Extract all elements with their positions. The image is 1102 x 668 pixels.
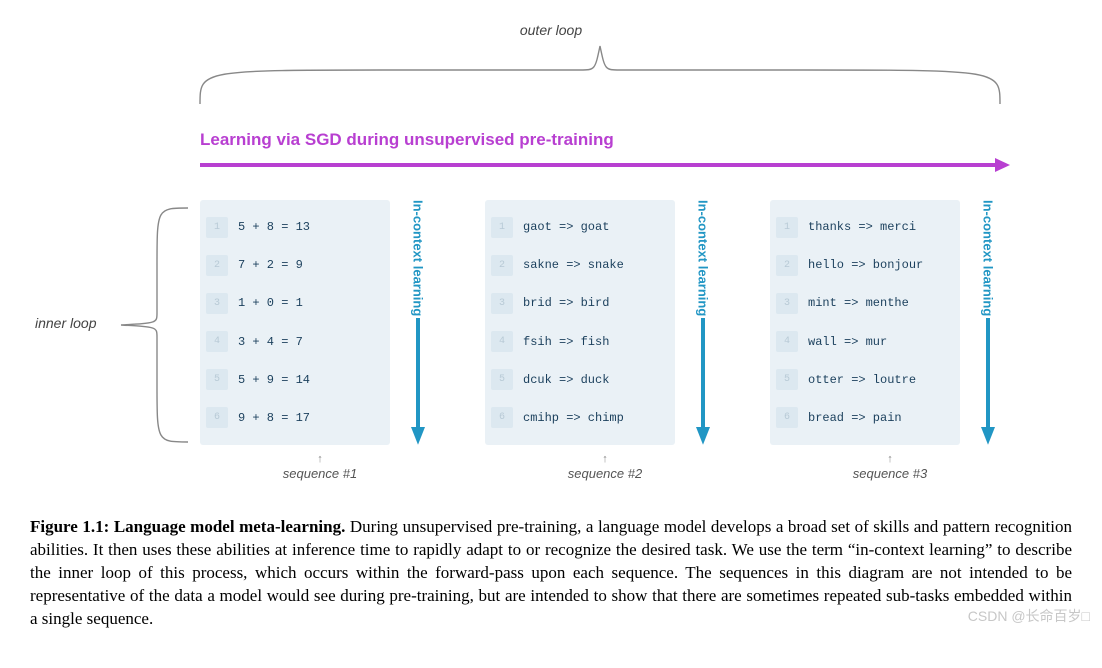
sequence-footer-label: sequence #3 <box>853 466 927 481</box>
line-number: 2 <box>776 255 798 276</box>
line-number: 6 <box>491 407 513 428</box>
line-number: 1 <box>491 217 513 238</box>
sequence-line: 1 thanks => merci <box>770 217 960 238</box>
line-text: cmihp => chimp <box>523 411 624 425</box>
line-text: fsih => fish <box>523 335 609 349</box>
in-context-arrow <box>409 318 427 445</box>
sequence-line: 5 5 + 9 = 14 <box>200 369 390 390</box>
line-text: otter => loutre <box>808 373 916 387</box>
line-text: 7 + 2 = 9 <box>238 258 303 272</box>
line-text: thanks => merci <box>808 220 916 234</box>
line-number: 1 <box>206 217 228 238</box>
sequence-block: 1 gaot => goat 2 sakne => snake 3 brid => bir… <box>485 200 725 481</box>
line-text: mint => menthe <box>808 296 909 310</box>
sequence-line: 3 1 + 0 = 1 <box>200 293 390 314</box>
in-context-label: In-context learning <box>411 200 426 316</box>
sequence-card: 1 thanks => merci 2 hello => bonjour 3 mint =… <box>770 200 960 445</box>
line-text: 5 + 9 = 14 <box>238 373 310 387</box>
sequence-footer-label: sequence #2 <box>568 466 642 481</box>
in-context-arrow-group: In-context learning <box>966 200 1010 445</box>
line-text: gaot => goat <box>523 220 609 234</box>
sequence-line: 6 bread => pain <box>770 407 960 428</box>
sequence-line: 2 7 + 2 = 9 <box>200 255 390 276</box>
sequence-block: 1 5 + 8 = 13 2 7 + 2 = 9 3 1 + 0 = 1 4 3 + 4 = … <box>200 200 440 481</box>
figure-caption: Figure 1.1: Language model meta-learning… <box>30 516 1072 631</box>
outer-loop-label: outer loop <box>520 22 582 38</box>
line-number: 5 <box>206 369 228 390</box>
figure-caption-label: Figure 1.1: Language model meta-learning… <box>30 517 345 536</box>
line-number: 4 <box>206 331 228 352</box>
line-number: 5 <box>776 369 798 390</box>
sequence-line: 1 5 + 8 = 13 <box>200 217 390 238</box>
sequence-card: 1 gaot => goat 2 sakne => snake 3 brid => bir… <box>485 200 675 445</box>
sequence-line: 4 wall => mur <box>770 331 960 352</box>
line-number: 3 <box>776 293 798 314</box>
up-arrow-icon: ↑ <box>200 453 440 465</box>
up-arrow-icon: ↑ <box>770 453 1010 465</box>
up-arrow-icon: ↑ <box>485 453 725 465</box>
sequence-line: 5 dcuk => duck <box>485 369 675 390</box>
line-number: 4 <box>491 331 513 352</box>
sgd-arrow-label: Learning via SGD during unsupervised pre… <box>200 130 1010 150</box>
sequence-line: 6 9 + 8 = 17 <box>200 407 390 428</box>
sequence-footer-label: sequence #1 <box>283 466 357 481</box>
line-text: 3 + 4 = 7 <box>238 335 303 349</box>
sgd-arrow <box>200 156 1010 174</box>
watermark-text: CSDN @长命百岁□ <box>968 606 1090 626</box>
sequence-footer: ↑sequence #3 <box>770 453 1010 481</box>
line-number: 2 <box>491 255 513 276</box>
inner-loop-label: inner loop <box>35 315 97 331</box>
sequence-line: 5 otter => loutre <box>770 369 960 390</box>
line-number: 3 <box>206 293 228 314</box>
sequence-card: 1 5 + 8 = 13 2 7 + 2 = 9 3 1 + 0 = 1 4 3 + 4 = … <box>200 200 390 445</box>
in-context-label: In-context learning <box>696 200 711 316</box>
inner-loop-brace <box>115 205 190 445</box>
line-text: sakne => snake <box>523 258 624 272</box>
sequence-block: 1 thanks => merci 2 hello => bonjour 3 mint =… <box>770 200 1010 481</box>
sequence-line: 4 fsih => fish <box>485 331 675 352</box>
line-number: 6 <box>206 407 228 428</box>
line-text: 1 + 0 = 1 <box>238 296 303 310</box>
in-context-arrow <box>694 318 712 445</box>
line-text: dcuk => duck <box>523 373 609 387</box>
line-text: 9 + 8 = 17 <box>238 411 310 425</box>
sequence-line: 3 mint => menthe <box>770 293 960 314</box>
sequence-footer: ↑sequence #1 <box>200 453 440 481</box>
line-text: wall => mur <box>808 335 887 349</box>
sequence-line: 6 cmihp => chimp <box>485 407 675 428</box>
line-number: 4 <box>776 331 798 352</box>
line-text: hello => bonjour <box>808 258 923 272</box>
line-number: 1 <box>776 217 798 238</box>
line-number: 5 <box>491 369 513 390</box>
in-context-label: In-context learning <box>981 200 996 316</box>
line-text: 5 + 8 = 13 <box>238 220 310 234</box>
sequence-line: 2 sakne => snake <box>485 255 675 276</box>
line-number: 3 <box>491 293 513 314</box>
sequence-line: 3 brid => bird <box>485 293 675 314</box>
sequence-line: 1 gaot => goat <box>485 217 675 238</box>
line-number: 2 <box>206 255 228 276</box>
in-context-arrow-group: In-context learning <box>396 200 440 445</box>
outer-loop-brace <box>195 40 1005 105</box>
line-number: 6 <box>776 407 798 428</box>
sequence-line: 2 hello => bonjour <box>770 255 960 276</box>
in-context-arrow-group: In-context learning <box>681 200 725 445</box>
sequence-line: 4 3 + 4 = 7 <box>200 331 390 352</box>
line-text: bread => pain <box>808 411 902 425</box>
sequences-row: 1 5 + 8 = 13 2 7 + 2 = 9 3 1 + 0 = 1 4 3 + 4 = … <box>200 200 1010 481</box>
meta-learning-diagram: outer loop Learning via SGD during unsup… <box>30 20 1072 500</box>
sgd-arrow-group: Learning via SGD during unsupervised pre… <box>200 130 1010 179</box>
in-context-arrow <box>979 318 997 445</box>
sequence-footer: ↑sequence #2 <box>485 453 725 481</box>
line-text: brid => bird <box>523 296 609 310</box>
